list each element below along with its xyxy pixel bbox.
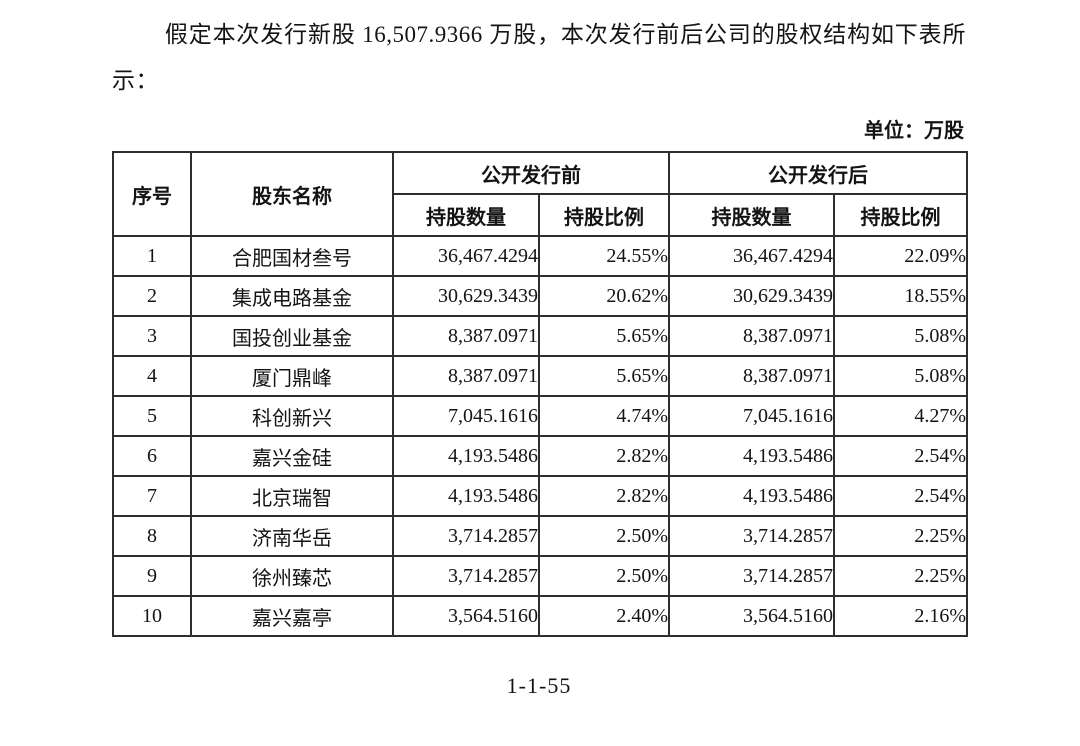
cell-shareholder-name: 北京瑞智 [190, 475, 394, 517]
cell-post-ratio: 2.25% [833, 515, 968, 557]
unit-label: 单位：万股 [864, 120, 964, 142]
cell-pre-shares: 36,467.4294 [392, 235, 540, 277]
header-shares-held-post: 持股数量 [668, 193, 835, 237]
cell-post-shares: 30,629.3439 [668, 275, 835, 317]
cell-post-ratio: 2.54% [833, 435, 968, 477]
cell-pre-shares: 4,193.5486 [392, 475, 540, 517]
cell-post-ratio: 22.09% [833, 235, 968, 277]
cell-pre-ratio: 24.55% [538, 235, 670, 277]
table-row: 5 科创新兴 7,045.1616 4.74% 7,045.1616 4.27% [112, 395, 968, 437]
cell-pre-ratio: 2.50% [538, 515, 670, 557]
cell-post-shares: 4,193.5486 [668, 475, 835, 517]
cell-index: 5 [112, 395, 192, 437]
cell-post-shares: 3,564.5160 [668, 595, 835, 637]
cell-shareholder-name: 厦门鼎峰 [190, 355, 394, 397]
header-share-ratio-post: 持股比例 [833, 193, 968, 237]
table-row: 3 国投创业基金 8,387.0971 5.65% 8,387.0971 5.0… [112, 315, 968, 357]
header-shareholder-name: 股东名称 [190, 151, 394, 237]
header-row-groups: 序号 股东名称 公开发行前 公开发行后 [112, 151, 968, 237]
cell-index: 10 [112, 595, 192, 637]
cell-post-shares: 3,714.2857 [668, 555, 835, 597]
cell-post-shares: 3,714.2857 [668, 515, 835, 557]
cell-post-shares: 8,387.0971 [668, 355, 835, 397]
cell-post-ratio: 2.16% [833, 595, 968, 637]
table-row: 2 集成电路基金 30,629.3439 20.62% 30,629.3439 … [112, 275, 968, 317]
cell-post-ratio: 2.25% [833, 555, 968, 597]
cell-post-shares: 36,467.4294 [668, 235, 835, 277]
cell-pre-ratio: 5.65% [538, 355, 670, 397]
cell-post-ratio: 2.54% [833, 475, 968, 517]
cell-pre-shares: 3,564.5160 [392, 595, 540, 637]
cell-shareholder-name: 科创新兴 [190, 395, 394, 437]
table-row: 4 厦门鼎峰 8,387.0971 5.65% 8,387.0971 5.08% [112, 355, 968, 397]
cell-pre-shares: 8,387.0971 [392, 315, 540, 357]
cell-shareholder-name: 嘉兴金硅 [190, 435, 394, 477]
cell-post-ratio: 18.55% [833, 275, 968, 317]
page-number: 1-1-55 [506, 673, 572, 698]
cell-index: 4 [112, 355, 192, 397]
cell-shareholder-name: 徐州臻芯 [190, 555, 394, 597]
cell-pre-ratio: 2.40% [538, 595, 670, 637]
header-index: 序号 [112, 151, 192, 237]
cell-pre-ratio: 2.50% [538, 555, 670, 597]
shareholding-table: 序号 股东名称 公开发行前 公开发行后 持股数量 持股比例 持股数量 持股比例 … [112, 151, 968, 637]
cell-index: 6 [112, 435, 192, 477]
cell-pre-ratio: 2.82% [538, 475, 670, 517]
cell-post-shares: 4,193.5486 [668, 435, 835, 477]
cell-pre-shares: 30,629.3439 [392, 275, 540, 317]
table-row: 1 合肥国材叁号 36,467.4294 24.55% 36,467.4294 … [112, 235, 968, 277]
cell-pre-ratio: 2.82% [538, 435, 670, 477]
cell-index: 3 [112, 315, 192, 357]
table-body: 1 合肥国材叁号 36,467.4294 24.55% 36,467.4294 … [112, 235, 968, 637]
cell-post-ratio: 4.27% [833, 395, 968, 437]
cell-post-ratio: 5.08% [833, 355, 968, 397]
cell-shareholder-name: 集成电路基金 [190, 275, 394, 317]
cell-shareholder-name: 国投创业基金 [190, 315, 394, 357]
cell-post-shares: 7,045.1616 [668, 395, 835, 437]
cell-pre-ratio: 5.65% [538, 315, 670, 357]
table-row: 7 北京瑞智 4,193.5486 2.82% 4,193.5486 2.54% [112, 475, 968, 517]
cell-pre-shares: 3,714.2857 [392, 555, 540, 597]
cell-pre-shares: 8,387.0971 [392, 355, 540, 397]
intro-paragraph: 假定本次发行新股 16,507.9366 万股，本次发行前后公司的股权结构如下表… [112, 22, 966, 93]
cell-shareholder-name: 济南华岳 [190, 515, 394, 557]
cell-shareholder-name: 嘉兴嘉亭 [190, 595, 394, 637]
cell-index: 7 [112, 475, 192, 517]
cell-pre-ratio: 20.62% [538, 275, 670, 317]
table-row: 8 济南华岳 3,714.2857 2.50% 3,714.2857 2.25% [112, 515, 968, 557]
cell-index: 1 [112, 235, 192, 277]
cell-pre-shares: 4,193.5486 [392, 435, 540, 477]
cell-post-shares: 8,387.0971 [668, 315, 835, 357]
cell-pre-shares: 3,714.2857 [392, 515, 540, 557]
cell-post-ratio: 5.08% [833, 315, 968, 357]
table-row: 10 嘉兴嘉亭 3,564.5160 2.40% 3,564.5160 2.16… [112, 595, 968, 637]
header-post-offering: 公开发行后 [668, 151, 968, 195]
cell-index: 9 [112, 555, 192, 597]
header-shares-held-pre: 持股数量 [392, 193, 540, 237]
table-header: 序号 股东名称 公开发行前 公开发行后 持股数量 持股比例 持股数量 持股比例 [112, 151, 968, 237]
cell-pre-shares: 7,045.1616 [392, 395, 540, 437]
header-row-subcolumns: 持股数量 持股比例 持股数量 持股比例 [113, 193, 968, 237]
cell-shareholder-name: 合肥国材叁号 [190, 235, 394, 277]
cell-index: 8 [112, 515, 192, 557]
cell-index: 2 [112, 275, 192, 317]
header-share-ratio-pre: 持股比例 [538, 193, 670, 237]
header-pre-offering: 公开发行前 [392, 151, 670, 195]
cell-pre-ratio: 4.74% [538, 395, 670, 437]
table-row: 9 徐州臻芯 3,714.2857 2.50% 3,714.2857 2.25% [112, 555, 968, 597]
table-row: 6 嘉兴金硅 4,193.5486 2.82% 4,193.5486 2.54% [112, 435, 968, 477]
